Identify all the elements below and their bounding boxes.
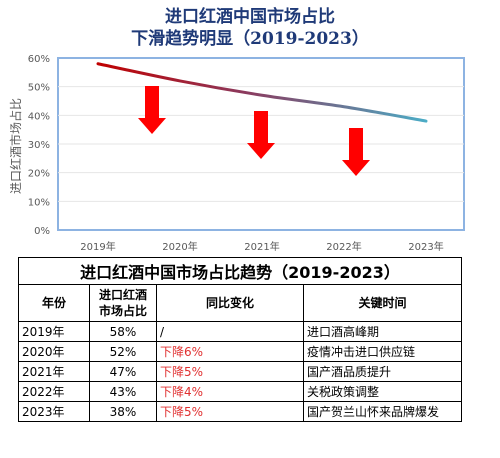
y-tick-label: 30%	[28, 140, 50, 151]
series-line	[96, 62, 428, 123]
cell-yoy: 下降5%	[156, 401, 304, 422]
trend-table: 进口红酒中国市场占比趋势（2019-2023） 年份 进口红酒 市场占比 同比变化…	[18, 257, 462, 422]
cell-yoy: 下降6%	[156, 341, 304, 362]
x-tick-label: 2022年	[326, 240, 361, 253]
cell-yoy: /	[156, 321, 304, 342]
cell-event: 关税政策调整	[303, 381, 462, 402]
table-caption: 进口红酒中国市场占比趋势（2019-2023）	[18, 257, 462, 285]
cell-share: 43%	[89, 381, 157, 402]
table-row: 2019年 58% / 进口酒高峰期	[18, 321, 462, 342]
chart-title-line-2: 下滑趋势明显（2019-2023）	[131, 29, 369, 49]
cell-event: 国产酒品质提升	[303, 361, 462, 382]
header-year: 年份	[18, 284, 90, 322]
y-tick-label: 60%	[28, 54, 50, 65]
header-event: 关键时间	[303, 284, 462, 322]
cell-share: 58%	[89, 321, 157, 342]
y-tick-label: 40%	[28, 111, 50, 122]
cell-event: 国产贺兰山怀来品牌爆发	[303, 401, 462, 422]
y-tick-label: 20%	[28, 169, 50, 180]
down-arrow-icon	[247, 111, 275, 159]
cell-year: 2022年	[18, 381, 90, 402]
table-row: 2023年 38% 下降5% 国产贺兰山怀来品牌爆发	[18, 401, 462, 422]
header-share: 进口红酒 市场占比	[89, 284, 157, 322]
y-tick-label: 50%	[28, 83, 50, 94]
cell-year: 2023年	[18, 401, 90, 422]
cell-event: 进口酒高峰期	[303, 321, 462, 342]
cell-yoy: 下降5%	[156, 361, 304, 382]
down-arrow-icon	[342, 128, 370, 176]
chart-title: 进口红酒中国市场占比 下滑趋势明显（2019-2023）	[0, 6, 500, 50]
x-tick-label: 2019年	[80, 240, 115, 253]
cell-year: 2021年	[18, 361, 90, 382]
table-row: 2021年 47% 下降5% 国产酒品质提升	[18, 361, 462, 382]
table-row: 2020年 52% 下降6% 疫情冲击进口供应链	[18, 341, 462, 362]
cell-share: 47%	[89, 361, 157, 382]
cell-year: 2019年	[18, 321, 90, 342]
down-arrow-icon	[138, 86, 166, 134]
header-yoy: 同比变化	[156, 284, 304, 322]
x-tick-label: 2021年	[244, 240, 279, 253]
x-tick-label: 2020年	[162, 240, 197, 253]
y-axis-label: 进口红酒市场占比	[8, 98, 23, 194]
cell-share: 38%	[89, 401, 157, 422]
cell-yoy: 下降4%	[156, 381, 304, 402]
cell-year: 2020年	[18, 341, 90, 362]
cell-event: 疫情冲击进口供应链	[303, 341, 462, 362]
chart-title-line-1: 进口红酒中国市场占比	[165, 7, 335, 27]
table-row: 2022年 43% 下降4% 关税政策调整	[18, 381, 462, 402]
cell-share: 52%	[89, 341, 157, 362]
x-tick-label: 2023年	[408, 240, 443, 253]
line-chart: 0% 10% 20% 30% 40% 50% 60% 2019年 2020年 2021年 2022…	[8, 54, 465, 253]
y-tick-label: 0%	[34, 226, 50, 237]
y-tick-label: 10%	[28, 197, 50, 208]
